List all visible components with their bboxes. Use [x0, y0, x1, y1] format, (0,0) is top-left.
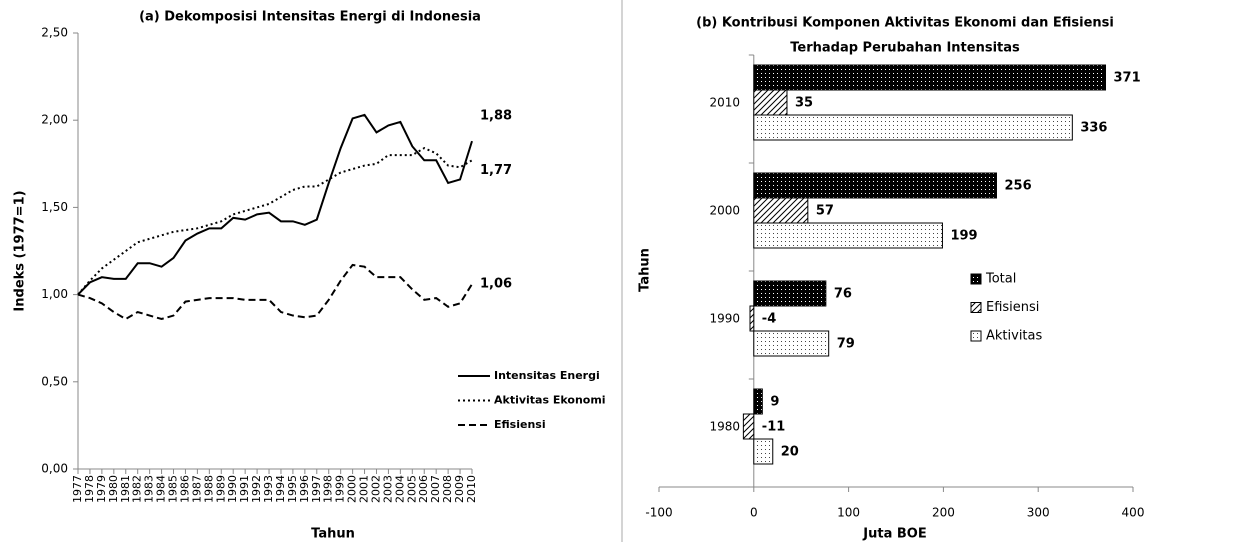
x-tick-label: 400 — [1122, 506, 1145, 520]
x-tick-label: 100 — [837, 506, 860, 520]
legend-label: Efisiensi — [986, 300, 1039, 315]
bar — [753, 197, 809, 224]
bar — [753, 114, 1073, 141]
bar — [753, 388, 763, 415]
y-tick-label: 0,50 — [41, 374, 68, 388]
chart-b: (b) Kontribusi Komponen Aktivitas Ekonom… — [638, 16, 1145, 542]
bar — [753, 64, 1107, 91]
x-tick-label: 1989 — [214, 475, 227, 503]
bar — [753, 438, 774, 465]
x-tick-label: 2000 — [346, 475, 359, 503]
value-label: 20 — [781, 445, 799, 460]
bar — [753, 330, 830, 357]
x-tick-label: 2006 — [417, 475, 430, 503]
line-series — [77, 263, 473, 321]
y-tick-label: 1980 — [709, 420, 740, 434]
x-tick-label: 1997 — [310, 475, 323, 503]
value-label: -4 — [762, 312, 776, 327]
x-tick-label: 1981 — [119, 475, 132, 503]
value-label: 9 — [770, 395, 779, 410]
y-axis-label: Tahun — [638, 248, 653, 292]
legend-label: Total — [985, 272, 1016, 287]
value-label: 199 — [950, 229, 977, 244]
chart-title: Terhadap Perubahan Intensitas — [790, 41, 1020, 56]
value-label: 76 — [834, 287, 852, 302]
x-tick-label: 1979 — [95, 475, 108, 503]
x-tick-label: 1996 — [298, 475, 311, 503]
x-tick-label: 1994 — [274, 475, 287, 503]
x-tick-label: 2001 — [358, 475, 371, 503]
y-tick-label: 1,00 — [41, 287, 68, 301]
x-tick-label: 1977 — [71, 475, 84, 503]
value-label: 35 — [795, 96, 813, 111]
legend-label: Intensitas Energi — [494, 369, 600, 382]
x-tick-label: 1999 — [334, 475, 347, 503]
y-tick-label: 2,00 — [41, 113, 68, 127]
bar — [753, 89, 788, 116]
x-tick-label: 1984 — [155, 475, 168, 503]
x-tick-label: 0 — [750, 506, 758, 520]
y-tick-label: 1990 — [709, 312, 740, 326]
bar — [753, 172, 997, 199]
line-series — [77, 113, 473, 296]
chart-title: (b) Kontribusi Komponen Aktivitas Ekonom… — [696, 16, 1114, 31]
x-tick-label: 1983 — [143, 475, 156, 503]
bar — [753, 222, 943, 249]
y-tick-label: 1,50 — [41, 200, 68, 214]
bar — [753, 280, 827, 307]
legend-swatch — [970, 330, 982, 342]
x-tick-label: 2008 — [441, 475, 454, 503]
x-tick-label: 200 — [932, 506, 955, 520]
x-tick-label: 2004 — [393, 475, 406, 503]
x-tick-label: 1988 — [202, 475, 215, 503]
x-tick-label: 1990 — [226, 475, 239, 503]
value-label: 371 — [1114, 71, 1141, 86]
x-tick-label: 1992 — [250, 475, 263, 503]
x-tick-label: -100 — [645, 506, 672, 520]
x-tick-label: 1993 — [262, 475, 275, 503]
x-tick-label: 1987 — [190, 475, 203, 503]
legend-label: Aktivitas — [986, 329, 1042, 344]
legend-label: Aktivitas Ekonomi — [494, 394, 606, 407]
value-label: 1,06 — [480, 277, 512, 292]
value-label: 256 — [1004, 179, 1031, 194]
y-tick-label: 2010 — [709, 96, 740, 110]
y-tick-label: 0,00 — [41, 462, 68, 476]
y-axis-label: Indeks (1977=1) — [13, 190, 28, 311]
x-axis-label: Tahun — [311, 527, 355, 542]
y-tick-label: 2000 — [709, 204, 740, 218]
line-series — [77, 146, 473, 296]
x-tick-label: 1998 — [322, 475, 335, 503]
value-label: 1,77 — [480, 163, 512, 178]
y-tick-label: 2,50 — [41, 26, 68, 40]
x-tick-label: 2010 — [465, 475, 478, 503]
x-tick-label: 1980 — [107, 475, 120, 503]
value-label: 79 — [837, 337, 855, 352]
x-tick-label: 2002 — [369, 475, 382, 503]
x-tick-label: 2003 — [381, 475, 394, 503]
legend-swatch — [970, 273, 982, 285]
x-tick-label: 1986 — [178, 475, 191, 503]
value-label: -11 — [762, 420, 786, 435]
value-label: 1,88 — [480, 109, 512, 124]
x-tick-label: 1995 — [286, 475, 299, 503]
x-tick-label: 2005 — [405, 475, 418, 503]
value-label: 336 — [1080, 121, 1107, 136]
x-tick-label: 300 — [1027, 506, 1050, 520]
x-axis-label: Juta BOE — [862, 527, 926, 542]
chart-title: (a) Dekomposisi Intensitas Energi di Ind… — [139, 10, 481, 25]
x-tick-label: 2009 — [453, 475, 466, 503]
x-tick-label: 1982 — [131, 475, 144, 503]
chart-a: (a) Dekomposisi Intensitas Energi di Ind… — [13, 10, 606, 542]
value-label: 57 — [816, 204, 834, 219]
x-tick-label: 1991 — [238, 475, 251, 503]
legend-swatch — [970, 302, 982, 313]
bar — [742, 413, 755, 440]
x-tick-label: 2007 — [429, 475, 442, 503]
x-tick-label: 1985 — [167, 475, 180, 503]
legend-label: Efisiensi — [494, 418, 546, 431]
bar — [749, 305, 755, 332]
x-tick-label: 1978 — [83, 475, 96, 503]
